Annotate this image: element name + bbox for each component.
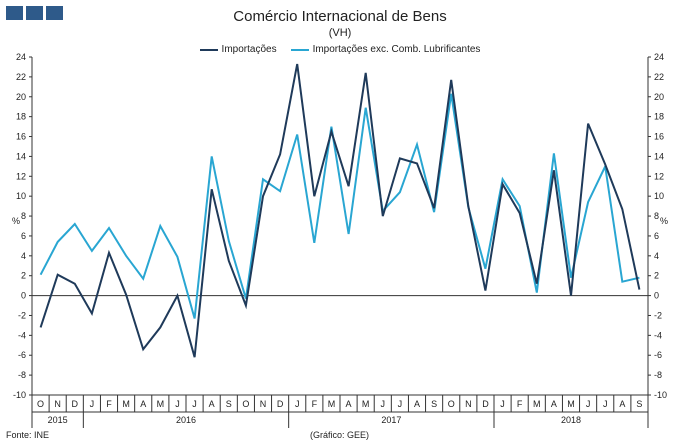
legend-swatch xyxy=(199,48,218,51)
x-tick-label: M xyxy=(157,399,165,409)
y-tick-label-left: -4 xyxy=(18,330,26,340)
logo-block xyxy=(6,6,23,20)
x-tick-label: O xyxy=(37,399,44,409)
x-tick-label: J xyxy=(603,399,608,409)
y-tick-label-right: 2 xyxy=(654,271,659,281)
series-line-importacoes-exc xyxy=(39,93,640,319)
year-label: 2015 xyxy=(48,415,68,425)
legend-item-importacoes-exc: Importações exc. Comb. Lubrificantes xyxy=(290,44,481,55)
y-tick-label-left: 8 xyxy=(21,211,26,221)
y-tick-label-left: 20 xyxy=(16,92,26,102)
y-tick-label-left: 22 xyxy=(16,72,26,82)
y-tick-label-left: 4 xyxy=(21,251,26,261)
year-label: 2017 xyxy=(381,415,401,425)
x-tick-label: A xyxy=(209,399,215,409)
x-tick-label: F xyxy=(312,399,318,409)
x-tick-label: S xyxy=(431,399,437,409)
y-tick-label-right: 12 xyxy=(654,171,664,181)
y-tick-label-right: -4 xyxy=(654,330,662,340)
credit-note: (Gráfico: GEE) xyxy=(310,430,370,440)
source-note: Fonte: INE xyxy=(6,430,50,440)
x-tick-label: J xyxy=(175,399,180,409)
y-tick-label-left: 24 xyxy=(16,52,26,62)
chart-legend: Importações Importações exc. Comb. Lubri… xyxy=(0,44,680,55)
logo-block xyxy=(46,6,63,20)
x-tick-label: A xyxy=(346,399,352,409)
y-tick-label-left: -6 xyxy=(18,350,26,360)
y-tick-label-left: 10 xyxy=(16,191,26,201)
y-tick-label-left: 16 xyxy=(16,132,26,142)
x-tick-label: A xyxy=(551,399,557,409)
x-tick-label: J xyxy=(90,399,95,409)
x-tick-label: J xyxy=(381,399,386,409)
y-tick-label-left: -10 xyxy=(13,390,26,400)
x-tick-label: S xyxy=(226,399,232,409)
year-label: 2018 xyxy=(561,415,581,425)
x-tick-label: O xyxy=(448,399,455,409)
y-axis-label-right: % xyxy=(660,216,668,226)
legend-label: Importações xyxy=(221,44,277,55)
legend-label: Importações exc. Comb. Lubrificantes xyxy=(312,44,481,55)
x-tick-label: O xyxy=(242,399,249,409)
y-tick-label-left: 12 xyxy=(16,171,26,181)
y-axis-label-left: % xyxy=(12,216,20,226)
y-tick-label-right: 0 xyxy=(654,291,659,301)
y-tick-label-left: 18 xyxy=(16,112,26,122)
x-tick-label: M xyxy=(122,399,130,409)
y-tick-label-right: 24 xyxy=(654,52,664,62)
x-tick-label: J xyxy=(295,399,300,409)
x-tick-label: A xyxy=(140,399,146,409)
logo-block xyxy=(26,6,43,20)
x-tick-label: J xyxy=(192,399,197,409)
x-tick-label: D xyxy=(482,399,489,409)
x-tick-label: N xyxy=(54,399,61,409)
x-tick-label: M xyxy=(362,399,370,409)
y-tick-label-left: 14 xyxy=(16,151,26,161)
legend-swatch xyxy=(290,48,309,51)
x-tick-label: F xyxy=(517,399,523,409)
y-tick-label-right: 8 xyxy=(654,211,659,221)
x-tick-label: J xyxy=(398,399,403,409)
x-tick-label: M xyxy=(328,399,336,409)
y-tick-label-right: 18 xyxy=(654,112,664,122)
x-tick-label: N xyxy=(260,399,267,409)
series-line-importacoes xyxy=(39,63,641,358)
y-tick-label-right: 4 xyxy=(654,251,659,261)
y-tick-label-left: -8 xyxy=(18,370,26,380)
y-tick-label-right: 10 xyxy=(654,191,664,201)
y-tick-label-right: -10 xyxy=(654,390,667,400)
x-tick-label: N xyxy=(465,399,472,409)
y-tick-label-right: 16 xyxy=(654,132,664,142)
x-tick-label: M xyxy=(567,399,575,409)
chart-title: Comércio Internacional de Bens xyxy=(233,8,447,25)
x-tick-label: J xyxy=(500,399,505,409)
y-tick-label-left: 2 xyxy=(21,271,26,281)
y-tick-label-right: -6 xyxy=(654,350,662,360)
x-tick-label: A xyxy=(414,399,420,409)
x-tick-label: M xyxy=(533,399,541,409)
y-tick-label-right: -2 xyxy=(654,310,662,320)
y-tick-label-left: -2 xyxy=(18,310,26,320)
logo xyxy=(6,6,63,20)
x-tick-label: J xyxy=(586,399,591,409)
y-tick-label-right: 14 xyxy=(654,151,664,161)
y-tick-label-left: 0 xyxy=(21,291,26,301)
year-label: 2016 xyxy=(176,415,196,425)
y-tick-label-right: 20 xyxy=(654,92,664,102)
y-tick-label-right: 22 xyxy=(654,72,664,82)
y-tick-label-right: -8 xyxy=(654,370,662,380)
legend-item-importacoes: Importações xyxy=(199,44,277,55)
chart-subtitle: (VH) xyxy=(328,27,352,39)
x-tick-label: F xyxy=(106,399,112,409)
x-tick-label: D xyxy=(72,399,79,409)
x-tick-label: D xyxy=(277,399,284,409)
x-tick-label: A xyxy=(619,399,625,409)
y-tick-label-left: 6 xyxy=(21,231,26,241)
y-tick-label-right: 6 xyxy=(654,231,659,241)
x-tick-label: S xyxy=(636,399,642,409)
